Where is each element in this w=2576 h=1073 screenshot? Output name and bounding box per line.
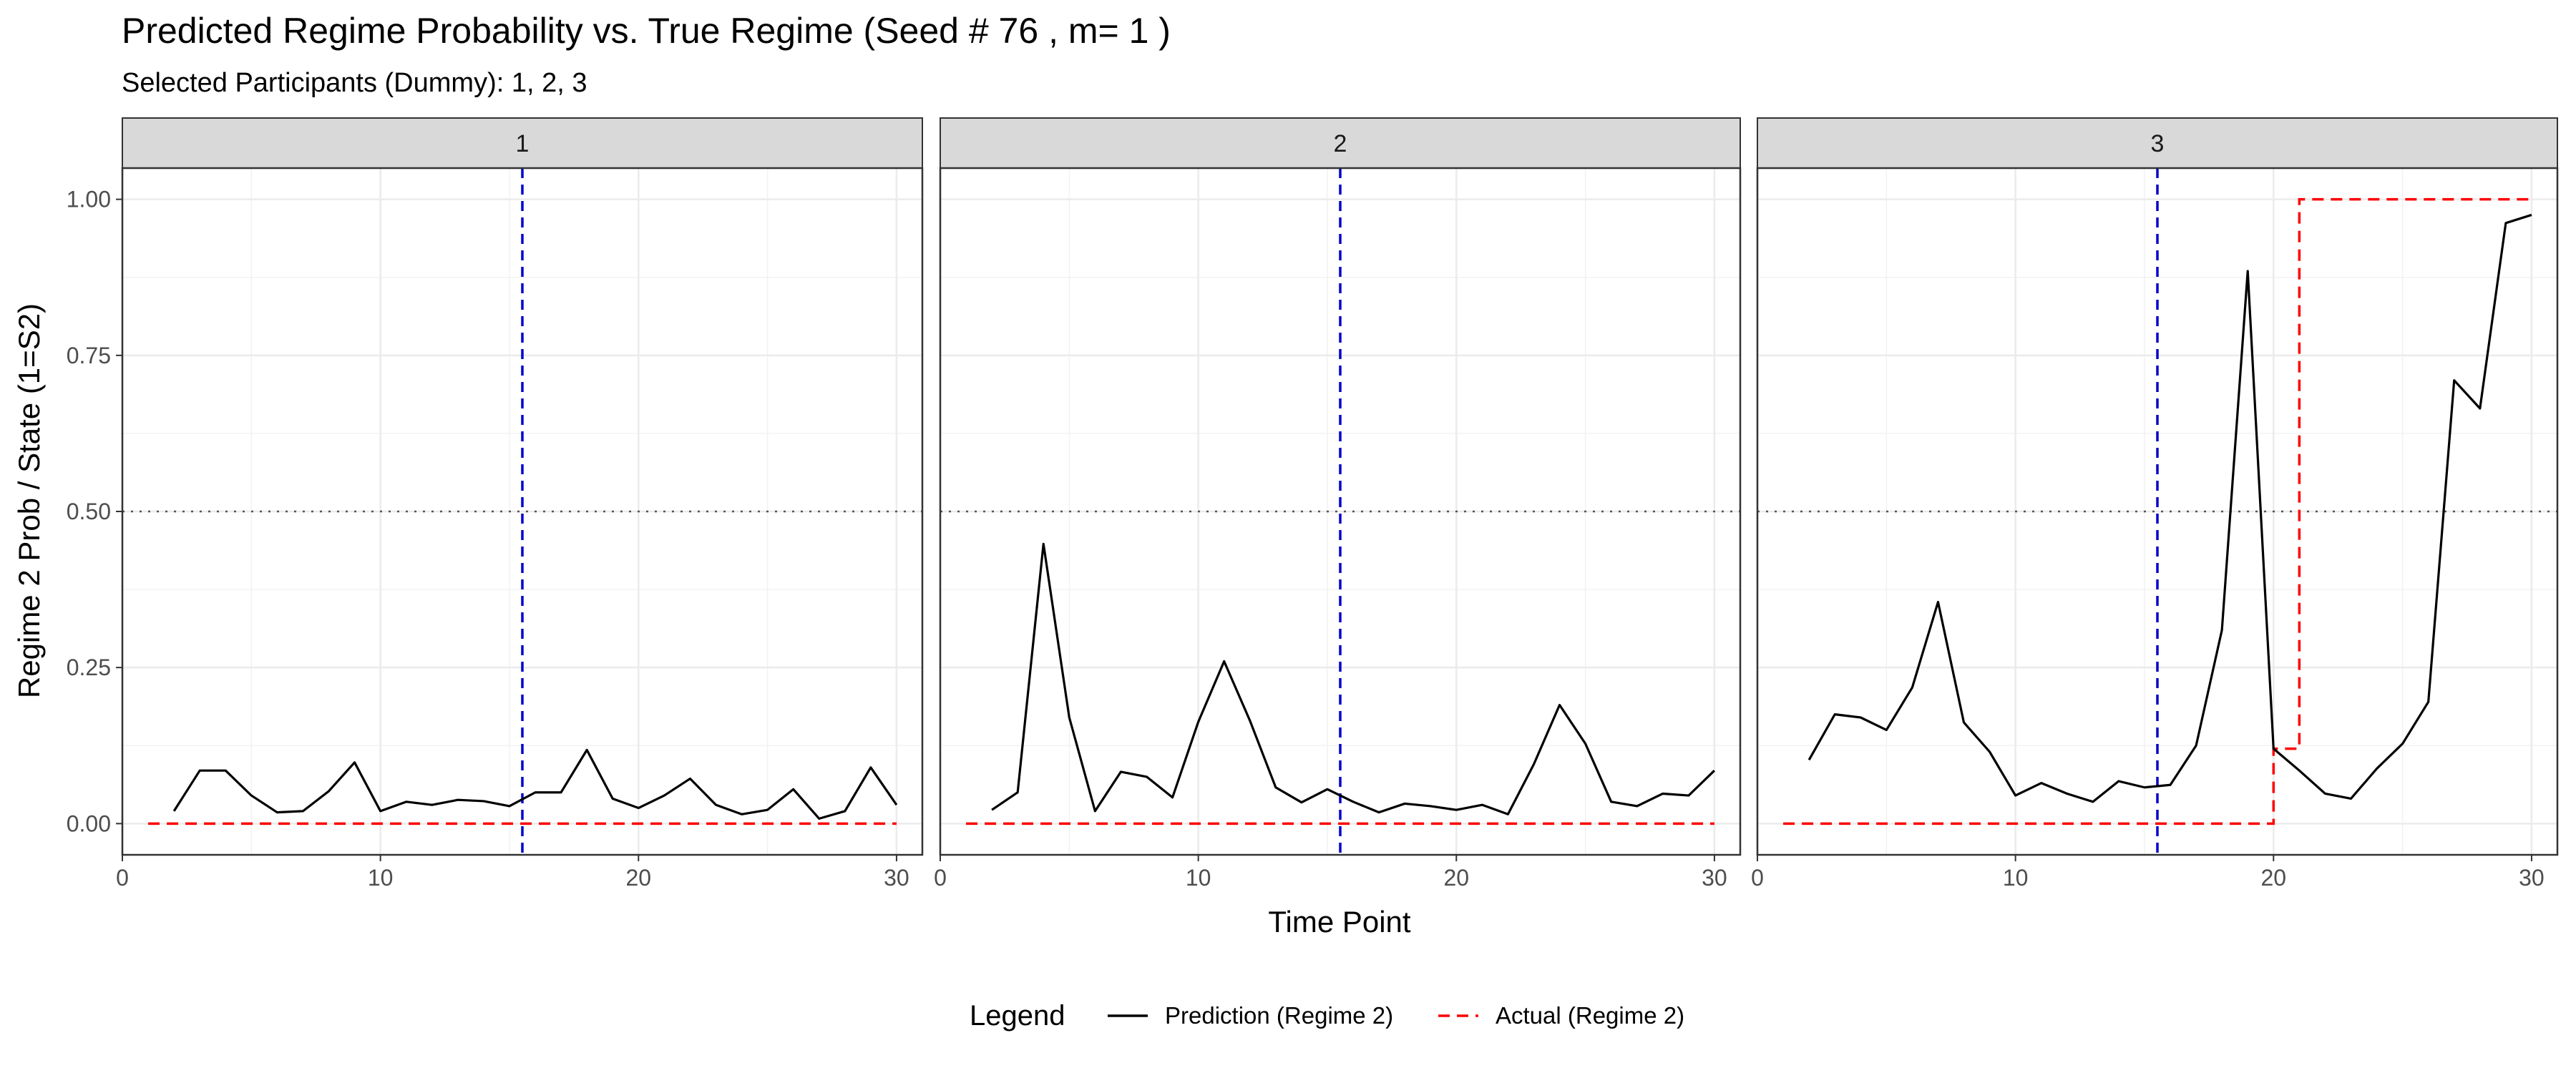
- x-tick-label: 0: [116, 865, 129, 891]
- chart-title: Predicted Regime Probability vs. True Re…: [122, 11, 1171, 51]
- chart-subtitle: Selected Participants (Dummy): 1, 2, 3: [122, 68, 587, 98]
- x-tick-label: 10: [2003, 865, 2029, 891]
- facet-panel-3: 30 10 20 30: [1751, 117, 2559, 891]
- x-tick-label: 0: [934, 865, 947, 891]
- facet-panel-2: 20 10 20 30: [934, 117, 1742, 891]
- facet-panel-1: 10 10 20 300.000.250.500.751.00: [67, 117, 924, 891]
- legend-title: Legend: [970, 1000, 1065, 1032]
- facet-strip: [122, 117, 923, 169]
- x-tick-label: 0: [1751, 865, 1764, 891]
- facet-strip-label: 3: [2151, 130, 2165, 157]
- panel-border: [939, 167, 1742, 856]
- y-tick-label: 0.75: [67, 343, 111, 368]
- actual-series-line: [1783, 197, 2532, 825]
- x-tick-label: 30: [884, 865, 909, 891]
- facet-strip-label: 1: [516, 130, 530, 157]
- legend-entry: Actual (Regime 2): [1438, 1002, 1684, 1029]
- x-tick-label: 20: [625, 865, 651, 891]
- x-axis-title: Time Point: [1268, 905, 1411, 939]
- x-tick-label: 10: [368, 865, 394, 891]
- legend-entry: Prediction (Regime 2): [1108, 1002, 1393, 1029]
- legend-label: Actual (Regime 2): [1496, 1002, 1684, 1029]
- y-axis-title: Regime 2 Prob / State (1=S2): [12, 303, 46, 698]
- legend-label: Prediction (Regime 2): [1165, 1002, 1393, 1029]
- y-tick-label: 0.00: [67, 810, 111, 836]
- panel-border: [1756, 167, 2559, 856]
- prediction-series-line: [1807, 213, 2532, 803]
- facet-strip: [1757, 117, 2558, 169]
- legend: Legend Prediction (Regime 2) Actual (Regi…: [970, 1000, 1684, 1032]
- x-tick-label: 30: [2519, 865, 2545, 891]
- x-tick-label: 20: [1443, 865, 1469, 891]
- facet-strip-label: 2: [1334, 130, 1347, 157]
- x-tick-label: 20: [2260, 865, 2286, 891]
- x-tick-label: 10: [1186, 865, 1211, 891]
- facet-strip: [940, 117, 1741, 169]
- prediction-series-line: [172, 748, 898, 820]
- y-tick-label: 0.50: [67, 499, 111, 524]
- y-tick-label: 1.00: [67, 187, 111, 212]
- prediction-series-line: [991, 542, 1716, 815]
- y-tick-label: 0.25: [67, 655, 111, 680]
- x-tick-label: 30: [1702, 865, 1727, 891]
